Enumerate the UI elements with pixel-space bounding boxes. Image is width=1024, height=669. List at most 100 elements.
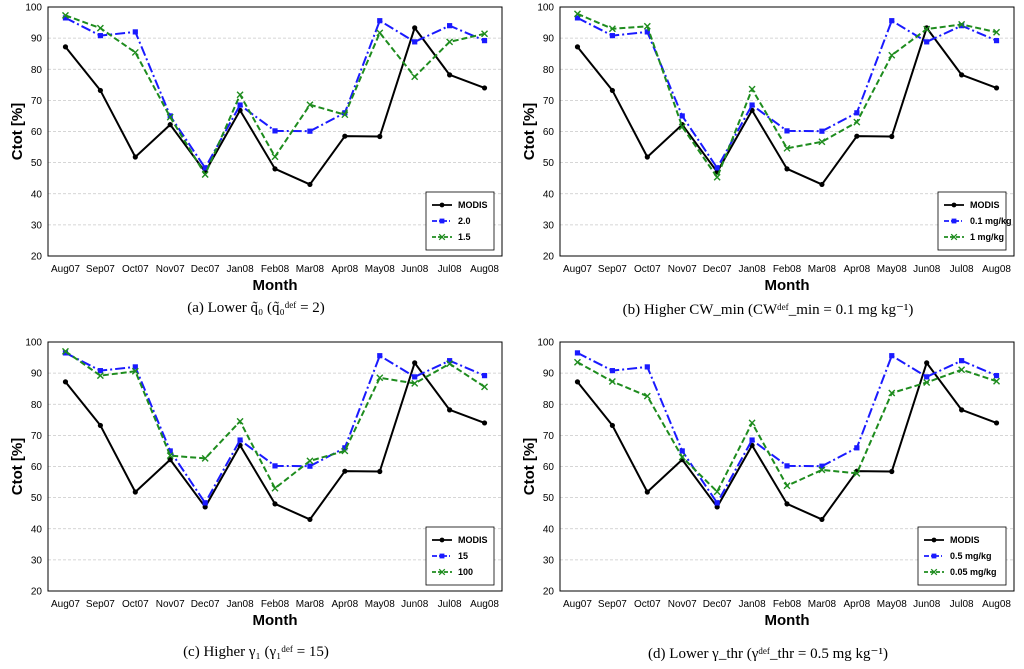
- chart-0-ytick-label: 50: [31, 158, 43, 169]
- chart-3-xtick-label: Jul08: [950, 599, 974, 610]
- chart-0-point: [96, 24, 104, 32]
- chart-c: 20 30 40 50 60 70 80 90 100 Aug07 Sep07 Oct07 Nov07 D…: [9, 338, 503, 629]
- chart-2-point: [97, 368, 103, 374]
- chart-3-point: [993, 373, 1000, 379]
- chart-2-legend-label: MODIS: [458, 535, 488, 545]
- chart-0-point: [61, 11, 69, 19]
- chart-0-point: [481, 38, 488, 44]
- chart-1-ytick-label: 100: [537, 3, 554, 14]
- chart-2-xtick-label: Nov07: [156, 599, 185, 610]
- chart-3-point: [609, 368, 615, 374]
- chart-2-xtick-label: Apr08: [332, 599, 359, 610]
- chart-0-xtick-label: Aug08: [470, 264, 499, 275]
- chart-3-point: [749, 437, 755, 443]
- chart-1-point: [854, 133, 860, 139]
- chart-2-point: [97, 422, 103, 429]
- chart-2-point: [272, 463, 278, 469]
- chart-3-point: [819, 463, 825, 469]
- chart-3-point: [644, 489, 650, 495]
- chart-0-plot-frame: [47, 6, 503, 257]
- chart-1-legend-marker: [951, 218, 957, 224]
- chart-1-point: [853, 118, 861, 126]
- chart-1-point: [958, 20, 966, 28]
- chart-3-point: [713, 488, 721, 496]
- chart-1-legend: [937, 191, 1007, 251]
- chart-2-xtick-label: Oct07: [122, 599, 149, 610]
- chart-0-ytick-label: 80: [31, 65, 43, 76]
- chart-2-point: [412, 374, 418, 380]
- chart-1-point: [889, 133, 895, 140]
- chart-0-xtick-label: Nov07: [156, 264, 185, 275]
- chart-3-legend-label: 0.5 mg/kg: [950, 551, 992, 561]
- chart-3-point: [784, 501, 790, 507]
- chart-2-xtick-label: Aug07: [51, 599, 80, 610]
- chart-2-ytick-label: 40: [31, 524, 43, 535]
- chart-3-point: [678, 453, 686, 461]
- chart-2-point: [202, 500, 208, 506]
- chart-3-xtick-label: May08: [877, 599, 907, 610]
- chart-0-point: [307, 181, 313, 188]
- caption-b: (b) Higher CW_min (CWᵈᵉᶠ_min = 0.1 mg kg…: [622, 302, 914, 318]
- chart-3-point: [748, 419, 756, 427]
- chart-1-ytick-label: 40: [543, 189, 555, 200]
- chart-0-xtick-label: Jul08: [438, 264, 462, 275]
- chart-0-point: [412, 39, 418, 45]
- chart-3-legend-marker: [930, 568, 938, 576]
- chart-2-xtick-label: Mar08: [296, 599, 325, 610]
- chart-2-point: [131, 367, 139, 375]
- chart-0-point: [481, 85, 488, 91]
- chart-2-point: [166, 452, 174, 460]
- chart-3-xtick-label: Mar08: [808, 599, 837, 610]
- chart-1-point: [644, 29, 650, 35]
- chart-0-point: [97, 33, 103, 39]
- chart-2-point: [132, 489, 138, 495]
- chart-1-ytick-label: 50: [543, 158, 555, 169]
- chart-2-point: [481, 383, 489, 391]
- chart-1-point: [783, 144, 791, 152]
- chart-0-ytick-label: 90: [31, 34, 43, 45]
- chart-2-point: [481, 373, 488, 379]
- caption-c: (c) Higher γ₁ (γ₁ᵈᵉᶠ = 15): [183, 644, 329, 660]
- chart-3-series-line: [576, 361, 997, 521]
- chart-0-xtick-label: Mar08: [296, 264, 325, 275]
- chart-1-point: [714, 165, 720, 171]
- chart-2-ylabel: Ctot [%]: [9, 438, 26, 495]
- chart-2-point: [377, 353, 383, 359]
- chart-0-point: [341, 111, 349, 119]
- chart-3-point: [574, 350, 581, 356]
- chart-0-xtick-label: Jun08: [401, 264, 429, 275]
- chart-2-point: [446, 360, 454, 368]
- chart-3-point: [959, 358, 965, 364]
- chart-3-xtick-label: Aug07: [563, 599, 592, 610]
- chart-2-xtick-label: Jan08: [226, 599, 254, 610]
- chart-3-ytick-label: 70: [543, 431, 555, 442]
- chart-panel-b: 20 30 40 50 60 70 80 90 100 Aug07 Sep07 Oct07 Nov07 D…: [512, 0, 1024, 334]
- chart-2-point: [342, 445, 348, 451]
- chart-2-point: [376, 374, 384, 382]
- chart-0-point: [377, 18, 383, 24]
- chart-2-ytick-label: 80: [31, 400, 43, 411]
- chart-panel-d: 20 30 40 50 60 70 80 90 100 Aug07 Sep07 Oct07 Nov07 D…: [512, 335, 1024, 669]
- chart-1-point: [889, 18, 895, 24]
- chart-0-point: [97, 87, 103, 94]
- chart-1-legend-marker: [950, 233, 958, 241]
- chart-1-point: [643, 22, 651, 30]
- chart-1-point: [608, 25, 616, 33]
- chart-1-point: [924, 39, 930, 45]
- chart-1-point: [784, 166, 790, 172]
- chart-0-legend-label: 2.0: [458, 216, 471, 226]
- chart-3-point: [784, 463, 790, 469]
- chart-1-point: [748, 85, 756, 93]
- chart-1-point: [609, 87, 615, 94]
- chart-2-point: [61, 347, 69, 355]
- chart-0-legend-marker: [438, 233, 446, 241]
- chart-3-ytick-label: 30: [543, 555, 555, 566]
- chart-1-point: [644, 154, 650, 160]
- chart-1-point: [818, 138, 826, 146]
- chart-0-xtick-label: Oct07: [122, 264, 149, 275]
- chart-3-point: [924, 360, 930, 366]
- chart-3-plot-frame: [559, 341, 1015, 592]
- chart-1-point: [749, 102, 755, 108]
- chart-d: 20 30 40 50 60 70 80 90 100 Aug07 Sep07 Oct07 Nov07 D…: [521, 338, 1015, 629]
- chart-3-point: [643, 392, 651, 400]
